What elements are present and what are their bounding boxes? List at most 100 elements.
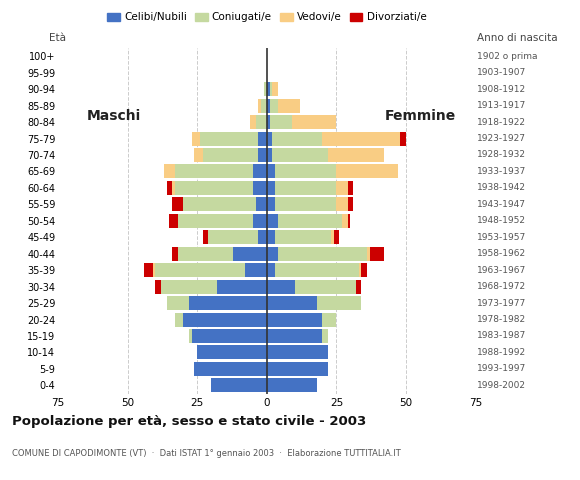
Bar [259,148,267,162]
Bar [189,296,267,310]
Bar [177,214,253,228]
Bar [270,115,292,129]
Bar [275,230,331,244]
Bar [172,197,183,211]
Bar [153,263,155,277]
Bar [194,362,267,376]
Bar [155,280,161,294]
Bar [233,247,267,261]
Bar [267,312,322,326]
Bar [169,214,177,228]
Bar [322,312,336,326]
Bar [175,312,183,326]
Bar [211,378,267,392]
Bar [322,329,328,343]
Bar [336,165,398,179]
Bar [347,181,353,195]
Bar [334,230,339,244]
Bar [256,115,267,129]
Bar [336,197,347,211]
Bar [253,165,267,179]
Bar [292,115,336,129]
Text: 1973-1977: 1973-1977 [477,299,526,308]
Text: 1918-1922: 1918-1922 [477,118,526,127]
Text: 1958-1962: 1958-1962 [477,249,526,258]
Text: 1963-1967: 1963-1967 [477,265,526,275]
Bar [203,230,208,244]
Bar [177,247,233,261]
Bar [336,181,347,195]
Text: 1923-1927: 1923-1927 [477,134,526,143]
Bar [259,230,267,244]
Bar [164,165,175,179]
Bar [278,214,342,228]
Bar [347,214,350,228]
Text: 1913-1917: 1913-1917 [477,101,526,110]
Bar [259,98,261,113]
Text: 1908-1912: 1908-1912 [477,84,526,94]
Legend: Celibi/Nubili, Coniugati/e, Vedovi/e, Divorziati/e: Celibi/Nubili, Coniugati/e, Vedovi/e, Di… [103,8,430,26]
Bar [267,132,273,145]
Bar [191,329,267,343]
Bar [270,82,273,96]
Text: 1938-1942: 1938-1942 [477,183,526,192]
Bar [200,132,259,145]
Text: 1943-1947: 1943-1947 [477,200,526,209]
Bar [328,148,384,162]
Bar [361,263,367,277]
Text: 1928-1932: 1928-1932 [477,150,526,159]
Bar [166,296,189,310]
Bar [367,247,370,261]
Bar [183,312,267,326]
Bar [267,247,278,261]
Bar [278,247,367,261]
Bar [253,181,267,195]
Text: 1953-1957: 1953-1957 [477,233,526,242]
Bar [245,263,267,277]
Bar [264,82,267,96]
Bar [267,346,328,360]
Bar [256,197,267,211]
Bar [342,214,347,228]
Bar [267,230,275,244]
Text: Femmine: Femmine [385,109,455,123]
Bar [370,247,384,261]
Bar [400,132,406,145]
Bar [183,197,256,211]
Bar [203,148,259,162]
Text: 1978-1982: 1978-1982 [477,315,526,324]
Text: Maschi: Maschi [86,109,141,123]
Bar [267,197,275,211]
Bar [172,181,175,195]
Bar [259,132,267,145]
Bar [317,296,361,310]
Text: COMUNE DI CAPODIMONTE (VT)  ·  Dati ISTAT 1° gennaio 2003  ·  Elaborazione TUTTI: COMUNE DI CAPODIMONTE (VT) · Dati ISTAT … [12,449,400,458]
Bar [273,82,278,96]
Bar [217,280,267,294]
Bar [267,148,273,162]
Bar [275,197,336,211]
Bar [275,165,336,179]
Text: 1993-1997: 1993-1997 [477,364,526,373]
Bar [273,148,328,162]
Bar [267,82,270,96]
Bar [267,362,328,376]
Bar [295,280,356,294]
Text: 1998-2002: 1998-2002 [477,381,526,390]
Text: 1948-1952: 1948-1952 [477,216,526,225]
Bar [250,115,256,129]
Bar [166,181,172,195]
Bar [267,165,275,179]
Bar [267,329,322,343]
Text: Popolazione per età, sesso e stato civile - 2003: Popolazione per età, sesso e stato civil… [12,415,366,428]
Bar [275,263,358,277]
Bar [189,329,191,343]
Text: 1968-1972: 1968-1972 [477,282,526,291]
Bar [175,181,253,195]
Bar [267,296,317,310]
Bar [267,263,275,277]
Text: Età: Età [49,33,67,43]
Bar [358,263,361,277]
Bar [161,280,217,294]
Bar [267,378,317,392]
